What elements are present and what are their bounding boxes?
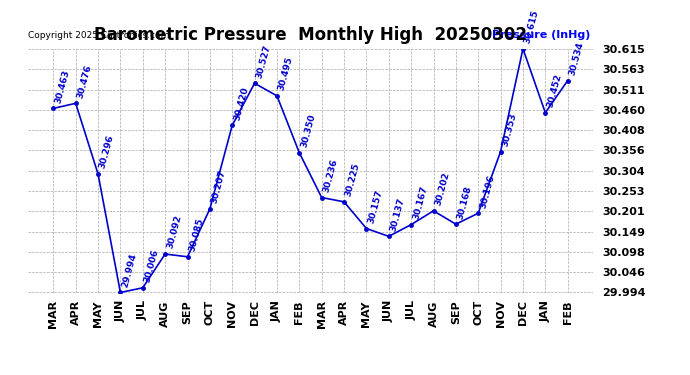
Text: 30.157: 30.157 (366, 189, 384, 224)
Text: 30.350: 30.350 (299, 113, 317, 148)
Text: 30.534: 30.534 (568, 40, 585, 76)
Text: Pressure (InHg): Pressure (InHg) (491, 30, 590, 40)
Text: 30.202: 30.202 (433, 171, 451, 207)
Text: 30.527: 30.527 (255, 44, 273, 79)
Text: 30.495: 30.495 (277, 56, 295, 92)
Text: 30.168: 30.168 (456, 184, 473, 220)
Text: 30.452: 30.452 (545, 73, 563, 109)
Text: 30.167: 30.167 (411, 184, 428, 220)
Text: Copyright 2025 Curtronics.com: Copyright 2025 Curtronics.com (28, 31, 169, 40)
Text: 30.225: 30.225 (344, 162, 362, 198)
Text: 30.085: 30.085 (188, 217, 205, 253)
Text: 30.006: 30.006 (143, 248, 160, 284)
Text: 30.353: 30.353 (500, 112, 518, 147)
Text: 30.196: 30.196 (478, 173, 496, 209)
Text: 30.420: 30.420 (233, 86, 250, 121)
Text: 30.296: 30.296 (98, 134, 116, 170)
Text: 29.994: 29.994 (121, 252, 138, 288)
Text: 30.236: 30.236 (322, 158, 339, 194)
Title: Barometric Pressure  Monthly High  20250302: Barometric Pressure Monthly High 2025030… (94, 26, 527, 44)
Text: 30.463: 30.463 (53, 69, 71, 104)
Text: 30.476: 30.476 (76, 63, 93, 99)
Text: 30.092: 30.092 (165, 214, 183, 250)
Text: 30.207: 30.207 (210, 169, 228, 205)
Text: 30.615: 30.615 (523, 9, 540, 45)
Text: 30.137: 30.137 (388, 196, 406, 232)
